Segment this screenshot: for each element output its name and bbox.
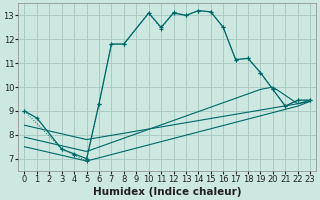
X-axis label: Humidex (Indice chaleur): Humidex (Indice chaleur) [93,187,242,197]
